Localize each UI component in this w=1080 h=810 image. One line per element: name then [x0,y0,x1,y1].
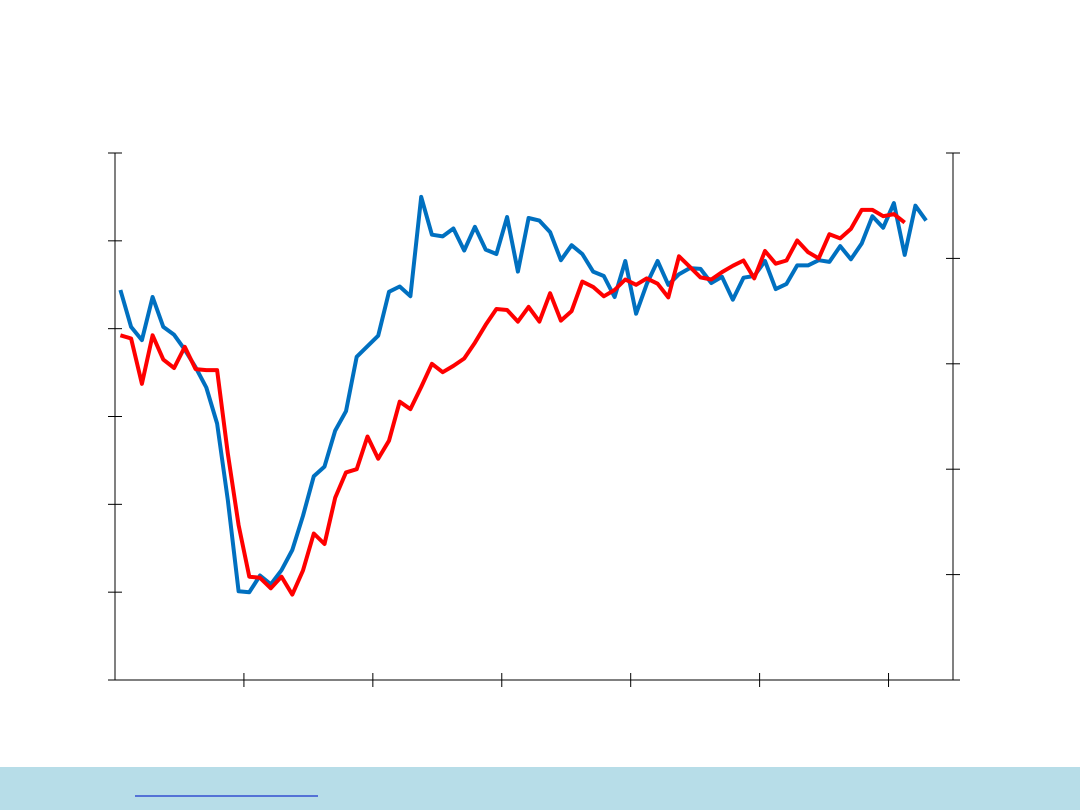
line [118,194,928,595]
line [119,207,906,597]
footer-bar [0,767,1080,810]
